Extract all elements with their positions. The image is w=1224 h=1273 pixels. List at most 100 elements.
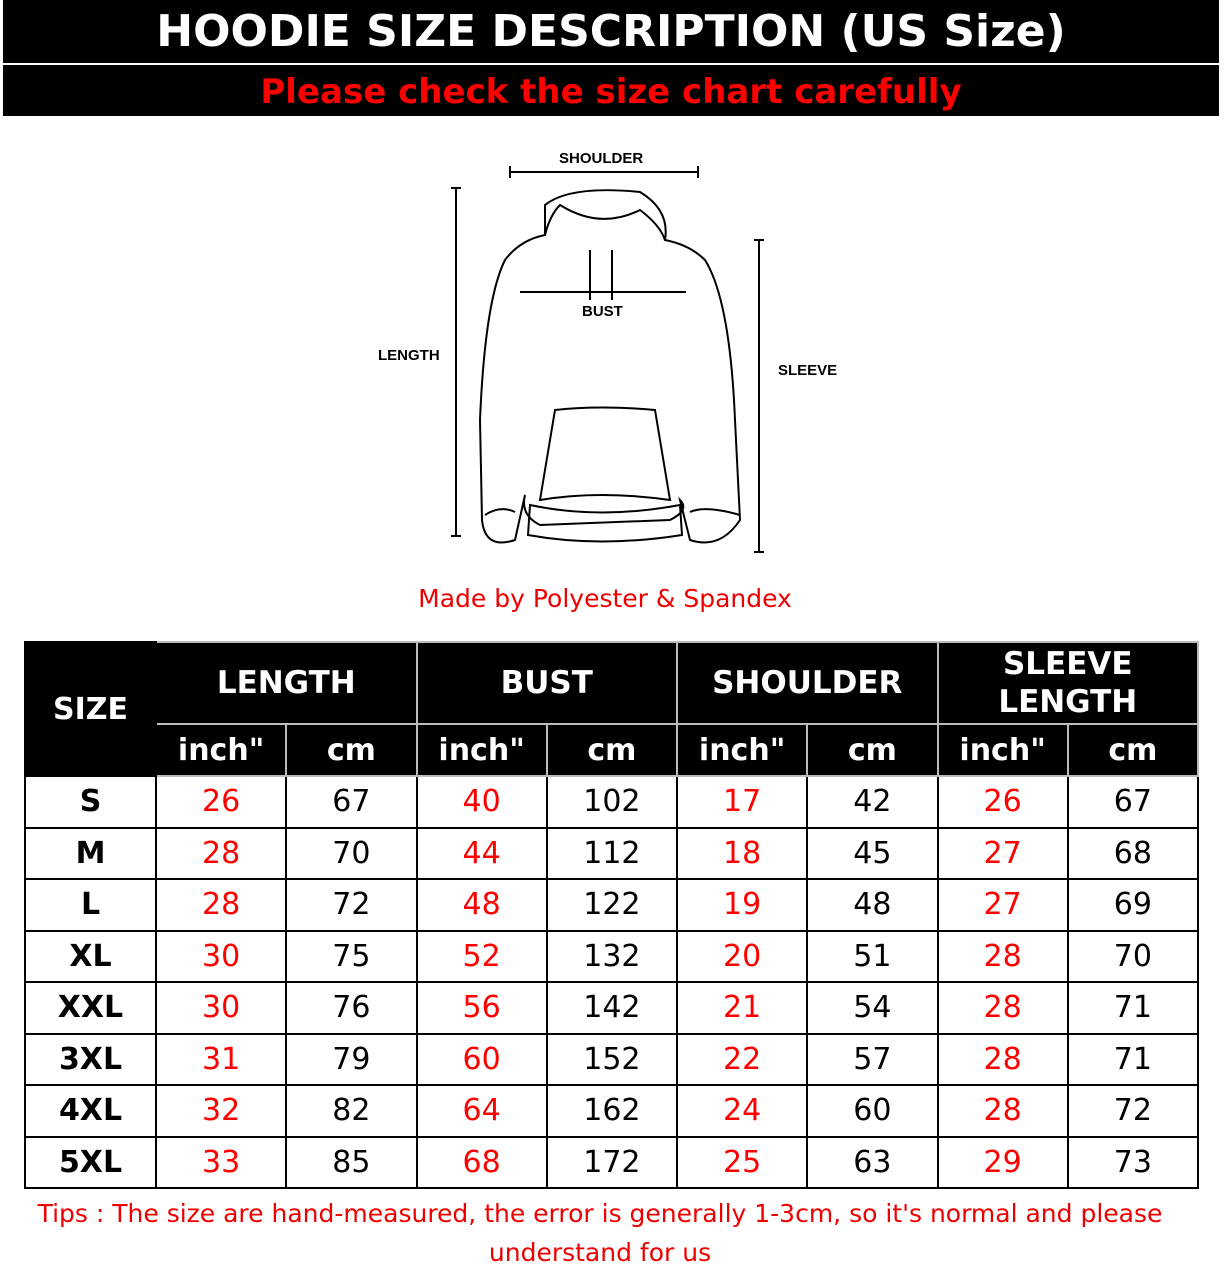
table-row: S 26 67 40 102 17 42 26 67: [24, 775, 1200, 829]
inch-cell: 28: [936, 929, 1069, 983]
inch-cell: 44: [415, 826, 548, 880]
cm-cell: 172: [545, 1135, 679, 1189]
hoodie-diagram: [451, 166, 764, 553]
inch-cell: 17: [675, 775, 809, 829]
cm-cell: 73: [1066, 1135, 1200, 1189]
inch-cell: 18: [675, 826, 809, 880]
group-header: LENGTH: [155, 641, 418, 725]
table-row: M 28 70 44 112 18 45 27 68: [24, 826, 1200, 880]
inch-cell: 27: [936, 878, 1069, 932]
group-header: BUST: [415, 641, 678, 725]
cm-cell: 162: [545, 1084, 679, 1138]
cm-cell: 67: [1066, 775, 1200, 829]
table-row: 3XL 31 79 60 152 22 57 28 71: [24, 1032, 1200, 1086]
inch-cell: 28: [936, 1084, 1069, 1138]
size-cell: XXL: [24, 981, 157, 1035]
material-note: Made by Polyester & Spandex: [418, 584, 792, 613]
inch-cell: 19: [675, 878, 809, 932]
unit-header: cm: [545, 723, 679, 777]
cm-cell: 79: [285, 1032, 418, 1086]
inch-cell: 28: [936, 1032, 1069, 1086]
cm-cell: 82: [285, 1084, 418, 1138]
cm-cell: 122: [545, 878, 679, 932]
size-cell: L: [24, 878, 157, 932]
cm-cell: 142: [545, 981, 679, 1035]
table-row: XL 30 75 52 132 20 51 28 70: [24, 929, 1200, 983]
unit-header: cm: [1066, 723, 1200, 777]
inch-cell: 40: [415, 775, 548, 829]
inch-cell: 28: [154, 878, 288, 932]
inch-cell: 25: [675, 1135, 809, 1189]
inch-cell: 24: [675, 1084, 809, 1138]
inch-cell: 20: [675, 929, 809, 983]
inch-cell: 31: [154, 1032, 288, 1086]
cm-cell: 42: [806, 775, 939, 829]
inch-cell: 29: [936, 1135, 1069, 1189]
inch-cell: 68: [415, 1135, 548, 1189]
cm-cell: 68: [1066, 826, 1200, 880]
bust-label: BUST: [582, 303, 623, 320]
cm-cell: 63: [806, 1135, 939, 1189]
group-header: SLEEVE LENGTH: [936, 641, 1200, 725]
cm-cell: 71: [1066, 981, 1200, 1035]
inch-cell: 56: [415, 981, 548, 1035]
size-cell: M: [24, 826, 157, 880]
inch-cell: 48: [415, 878, 548, 932]
size-header: SIZE: [24, 641, 157, 777]
cm-cell: 67: [285, 775, 418, 829]
inch-cell: 28: [936, 981, 1069, 1035]
group-header: SHOULDER: [676, 641, 939, 725]
table-row: XXL 30 76 56 142 21 54 28 71: [24, 981, 1200, 1035]
cm-cell: 54: [806, 981, 939, 1035]
inch-cell: 30: [154, 929, 288, 983]
inch-cell: 22: [675, 1032, 809, 1086]
cm-cell: 51: [806, 929, 939, 983]
table-row: 4XL 32 82 64 162 24 60 28 72: [24, 1084, 1200, 1138]
cm-cell: 102: [545, 775, 679, 829]
inch-cell: 21: [675, 981, 809, 1035]
cm-cell: 112: [545, 826, 679, 880]
length-label: LENGTH: [378, 347, 440, 364]
inch-cell: 30: [154, 981, 288, 1035]
cm-cell: 85: [285, 1135, 418, 1189]
sleeve-label: SLEEVE: [778, 362, 838, 379]
unit-header: inch": [675, 723, 809, 777]
size-cell: 4XL: [24, 1084, 157, 1138]
cm-cell: 70: [1066, 929, 1200, 983]
inch-cell: 60: [415, 1032, 548, 1086]
inch-cell: 27: [936, 826, 1069, 880]
inch-cell: 32: [154, 1084, 288, 1138]
unit-header: inch": [415, 723, 548, 777]
cm-cell: 72: [1066, 1084, 1200, 1138]
size-cell: XL: [24, 929, 157, 983]
size-cell: S: [24, 775, 157, 829]
inch-cell: 33: [154, 1135, 288, 1189]
size-cell: 3XL: [24, 1032, 157, 1086]
cm-cell: 132: [545, 929, 679, 983]
shoulder-label: SHOULDER: [559, 150, 644, 167]
cm-cell: 71: [1066, 1032, 1200, 1086]
cm-cell: 70: [285, 826, 418, 880]
unit-header: inch": [936, 723, 1069, 777]
cm-cell: 72: [285, 878, 418, 932]
table-row: 5XL 33 85 68 172 25 63 29 73: [24, 1135, 1200, 1189]
cm-cell: 75: [285, 929, 418, 983]
page-subtitle: Please check the size chart carefully: [3, 65, 1219, 116]
table-row: L 28 72 48 122 19 48 27 69: [24, 878, 1200, 932]
inch-cell: 26: [154, 775, 288, 829]
cm-cell: 152: [545, 1032, 679, 1086]
size-cell: 5XL: [24, 1135, 157, 1189]
cm-cell: 69: [1066, 878, 1200, 932]
inch-cell: 52: [415, 929, 548, 983]
inch-cell: 26: [936, 775, 1069, 829]
inch-cell: 64: [415, 1084, 548, 1138]
unit-header: inch": [154, 723, 288, 777]
unit-header: cm: [285, 723, 418, 777]
cm-cell: 76: [285, 981, 418, 1035]
cm-cell: 45: [806, 826, 939, 880]
page-title: HOODIE SIZE DESCRIPTION (US Size): [3, 0, 1219, 63]
cm-cell: 57: [806, 1032, 939, 1086]
cm-cell: 48: [806, 878, 939, 932]
tips-note: Tips : The size are hand-measured, the e…: [37, 1199, 1163, 1267]
size-table: SIZE LENGTH BUST SHOULDER SLEEVE LENGTH …: [24, 641, 1200, 1189]
